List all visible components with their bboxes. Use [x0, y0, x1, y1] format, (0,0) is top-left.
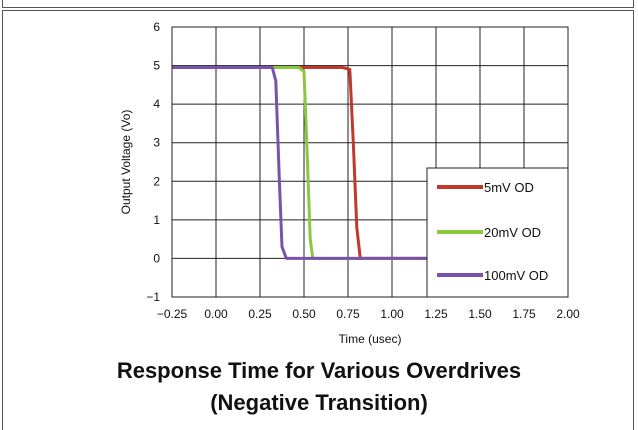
y-tick-label: 6	[153, 20, 160, 34]
y-axis-title: Output Voltage (Vo)	[119, 110, 133, 215]
y-tick-label: 0	[153, 251, 160, 265]
x-tick-label: 0.75	[336, 307, 360, 321]
legend-label-100mv: 100mV OD	[484, 268, 548, 283]
x-tick-label: 1.50	[468, 307, 492, 321]
x-tick-label: 0.50	[292, 307, 316, 321]
x-tick-label: 2.00	[556, 307, 580, 321]
y-tick-labels: −1 0 1 2 3 4 5 6	[146, 20, 160, 304]
response-time-chart: −0.25 0.00 0.25 0.50 0.75 1.00 1.25 1.50 1.75 2.0…	[119, 20, 580, 346]
x-tick-label: −0.25	[157, 307, 188, 321]
x-tick-label: 1.75	[512, 307, 536, 321]
y-tick-label: 3	[153, 136, 160, 150]
series-line-100mv-od	[172, 66, 568, 260]
plot-area-border	[171, 26, 569, 298]
x-axis-title: Time (usec)	[339, 332, 402, 346]
legend: 5mV OD 20mV OD 100mV OD	[426, 167, 569, 298]
previous-figure-border	[2, 0, 634, 8]
y-tick-label: −1	[146, 290, 160, 304]
x-tick-label: 1.25	[424, 307, 448, 321]
y-tick-label: 2	[153, 174, 160, 188]
chart-subtitle: (Negative Transition)	[210, 390, 428, 415]
x-tick-label: 1.00	[380, 307, 404, 321]
x-tick-label: 0.25	[248, 307, 272, 321]
y-tick-label: 4	[153, 97, 160, 111]
x-tick-labels: −0.25 0.00 0.25 0.50 0.75 1.00 1.25 1.50 1.75 2.0…	[157, 307, 580, 321]
chart-title: Response Time for Various Overdrives	[116, 358, 522, 383]
y-tick-label: 1	[153, 213, 160, 227]
x-tick-label: 0.00	[204, 307, 228, 321]
series-lines	[172, 66, 568, 260]
legend-label-5mv: 5mV OD	[484, 180, 534, 195]
legend-label-20mv: 20mV OD	[484, 225, 541, 240]
y-tick-label: 5	[153, 59, 160, 73]
